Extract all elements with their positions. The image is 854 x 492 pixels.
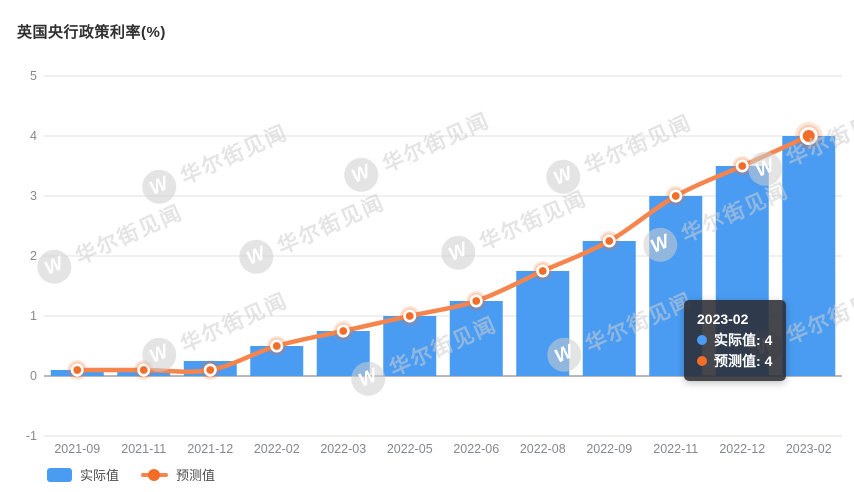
point-2021-12[interactable] [203,363,217,377]
tooltip: 2023-02 实际值: 4 预测值: 4 [684,300,787,381]
point-2023-02[interactable] [799,127,818,145]
tooltip-forecast-text: 预测值: 4 [714,352,773,369]
point-2022-08[interactable] [536,264,550,278]
x-axis-label-2023-02: 2023-02 [786,442,832,456]
x-axis-label-2021-12: 2021-12 [187,442,233,456]
y-axis-label-0: 0 [30,369,37,383]
bar-2022-08[interactable] [516,271,570,376]
point-2022-03[interactable] [336,324,350,338]
legend-item-forecast[interactable]: 预测值 [141,465,215,484]
point-2021-09[interactable] [70,363,84,377]
bar-2022-06[interactable] [449,301,503,376]
bar-2022-05[interactable] [383,316,437,376]
y-axis-label-5: 5 [30,69,37,83]
legend-item-actual[interactable]: 实际值 [47,465,119,484]
x-axis-label-2022-03: 2022-03 [320,442,366,456]
x-axis-label-2022-11: 2022-11 [653,442,698,456]
point-2021-11[interactable] [137,363,151,377]
point-2022-02[interactable] [270,339,284,353]
chart-title: 英国央行政策利率(%) [17,24,166,41]
point-2022-09[interactable] [602,234,616,248]
tooltip-row-forecast: 预测值: 4 [697,351,772,371]
forecast-line-swatch-icon [141,468,169,482]
x-axis-label-2022-02: 2022-02 [254,442,300,456]
x-axis-label-2022-06: 2022-06 [453,442,499,456]
tooltip-title: 2023-02 [697,311,749,327]
y-axis-label--1: -1 [26,429,37,443]
bar-2023-02[interactable] [782,136,836,376]
legend-label-forecast: 预测值 [176,468,216,483]
tooltip-actual-text: 实际值: 4 [714,332,773,349]
legend: 实际值 预测值 [47,465,215,484]
point-2022-06[interactable] [469,294,483,308]
point-2022-12[interactable] [735,159,749,173]
x-axis-label-2021-11: 2021-11 [121,442,166,456]
y-axis-label-1: 1 [30,309,37,323]
point-2022-05[interactable] [403,309,417,323]
point-2022-11[interactable] [669,189,683,203]
x-axis-label-2022-09: 2022-09 [586,442,632,456]
actual-bar-swatch-icon [47,467,72,482]
bar-2022-09[interactable] [582,241,636,376]
y-axis-label-2: 2 [30,249,37,263]
x-axis-label-2022-08: 2022-08 [520,442,566,456]
x-axis-label-2021-09: 2021-09 [54,442,100,456]
actual-series-dot-icon [697,335,707,346]
legend-label-actual: 实际值 [80,468,120,483]
tooltip-row-actual: 实际值: 4 [697,330,772,350]
y-axis-label-4: 4 [30,129,37,143]
y-axis-label-3: 3 [30,189,37,203]
x-axis-label-2022-12: 2022-12 [719,442,765,456]
forecast-series-dot-icon [697,355,707,366]
x-axis-label-2022-05: 2022-05 [387,442,433,456]
